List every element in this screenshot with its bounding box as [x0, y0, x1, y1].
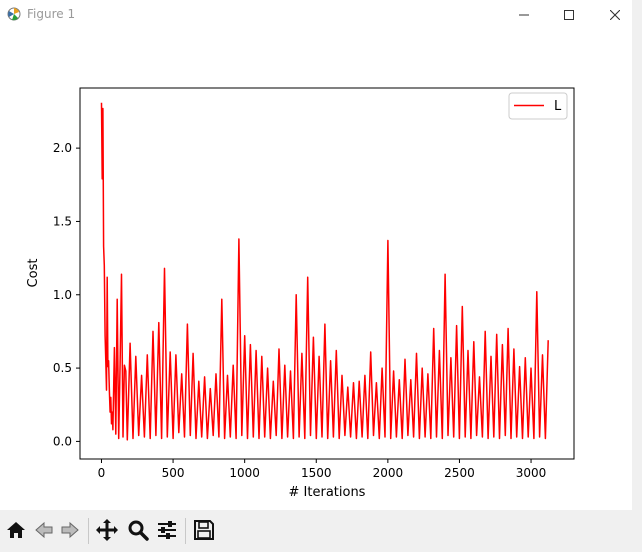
x-axis-label: # Iterations: [289, 485, 366, 500]
back-arrow-icon: [35, 521, 53, 539]
series-line-L: [100, 102, 549, 441]
legend: L: [508, 92, 568, 120]
close-icon: [610, 10, 620, 20]
x-tick-label: 500: [162, 466, 185, 480]
navigation-toolbar: [0, 510, 642, 552]
title-bar: Figure 1: [0, 0, 642, 30]
matplotlib-icon: [7, 7, 21, 21]
window-title: Figure 1: [27, 7, 76, 21]
y-tick-label: 1.0: [53, 288, 72, 302]
y-axis-label: Cost: [26, 259, 41, 288]
close-button[interactable]: [592, 0, 638, 30]
home-icon: [7, 522, 25, 538]
maximize-icon: [564, 10, 574, 20]
pan-button[interactable]: [93, 516, 121, 544]
forward-button[interactable]: [56, 516, 84, 544]
forward-arrow-icon: [61, 521, 79, 539]
y-tick-label: 0.0: [53, 434, 72, 448]
x-tick-label: 2500: [444, 466, 475, 480]
minimize-icon: [519, 14, 529, 16]
zoom-button[interactable]: [124, 516, 152, 544]
y-tick-label: 1.5: [53, 214, 72, 228]
configure-subplots-button[interactable]: [153, 516, 181, 544]
zoom-icon: [128, 520, 149, 541]
configure-subplots-icon: [158, 521, 176, 539]
chart: 0 500 1000 1500 2000 2500 30000.00.51.01.52.0 …: [26, 87, 575, 500]
figure-canvas[interactable]: 0 500 1000 1500 2000 2500 3000 0.0 0.5 1.0 1.5 2.0 …: [0, 30, 632, 510]
save-button[interactable]: [190, 516, 218, 544]
back-button[interactable]: [30, 516, 58, 544]
y-tick-label: 0.5: [53, 361, 72, 375]
x-tick-label: 1500: [301, 466, 332, 480]
toolbar-separator: [88, 518, 89, 544]
save-icon: [194, 520, 214, 540]
right-edge-strip: [632, 0, 642, 552]
home-button[interactable]: [2, 516, 30, 544]
toolbar-separator: [185, 518, 186, 544]
x-tick-label: 0: [98, 466, 106, 480]
maximize-button[interactable]: [546, 0, 592, 30]
x-tick-label: 2000: [373, 466, 404, 480]
y-tick-label: 2.0: [53, 141, 72, 155]
pan-icon: [96, 519, 118, 541]
legend-label-L: L: [554, 99, 562, 114]
minimize-button[interactable]: [501, 0, 547, 30]
x-tick-label: 1000: [229, 466, 260, 480]
x-tick-label: 3000: [516, 466, 547, 480]
